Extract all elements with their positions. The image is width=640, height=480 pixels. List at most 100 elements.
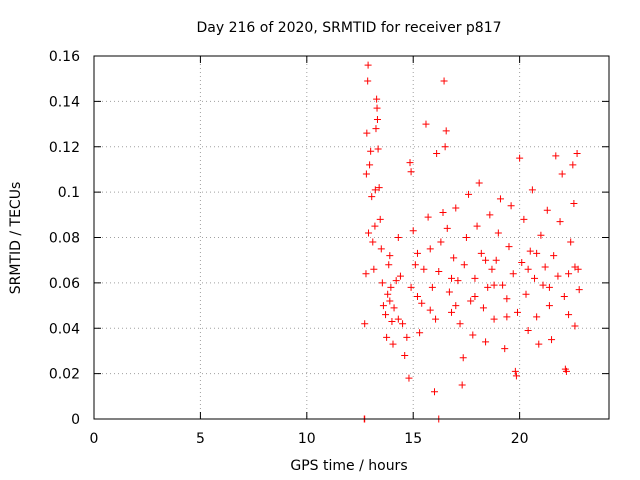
data-point xyxy=(430,388,438,396)
data-point xyxy=(448,308,456,316)
data-point xyxy=(369,238,377,246)
data-point xyxy=(499,281,507,289)
data-point xyxy=(496,195,504,203)
data-point xyxy=(467,297,475,305)
data-point xyxy=(567,238,575,246)
data-point xyxy=(537,231,545,239)
data-point xyxy=(570,199,578,207)
data-point xyxy=(371,222,379,230)
data-point xyxy=(373,104,381,112)
data-point xyxy=(373,95,381,103)
data-point xyxy=(439,209,447,217)
chart-title: Day 216 of 2020, SRMTID for receiver p81… xyxy=(196,20,501,36)
data-point xyxy=(507,202,515,210)
data-point xyxy=(367,147,375,155)
data-point xyxy=(366,161,374,169)
data-point xyxy=(385,261,393,269)
data-point xyxy=(407,283,415,291)
data-point xyxy=(365,229,373,237)
data-points xyxy=(360,61,583,423)
data-point xyxy=(394,315,402,323)
data-point xyxy=(545,302,553,310)
data-point xyxy=(569,161,577,169)
data-point xyxy=(460,261,468,269)
data-point xyxy=(405,374,413,382)
data-point xyxy=(543,206,551,214)
data-point xyxy=(363,129,371,137)
data-point xyxy=(406,159,414,167)
data-point xyxy=(488,265,496,273)
data-point xyxy=(479,304,487,312)
data-point xyxy=(375,184,383,192)
x-axis-label: GPS time / hours xyxy=(290,458,407,474)
data-point xyxy=(524,327,532,335)
data-point xyxy=(448,274,456,282)
data-point xyxy=(433,150,441,158)
data-point xyxy=(401,351,409,359)
data-point xyxy=(384,290,392,298)
data-point xyxy=(541,263,549,271)
data-point xyxy=(361,320,369,328)
data-point xyxy=(548,336,556,344)
data-point xyxy=(520,215,528,223)
data-point xyxy=(501,345,509,353)
data-point xyxy=(503,313,511,321)
data-point xyxy=(518,258,526,266)
data-point xyxy=(399,320,407,328)
data-point xyxy=(512,372,520,380)
data-point xyxy=(469,331,477,339)
y-tick-label: 0.02 xyxy=(49,367,80,383)
data-point xyxy=(396,272,404,280)
data-point xyxy=(456,320,464,328)
data-point xyxy=(492,256,500,264)
data-point xyxy=(422,120,430,128)
data-point xyxy=(364,77,372,85)
data-point xyxy=(511,367,519,375)
data-point xyxy=(565,270,573,278)
data-point xyxy=(364,61,372,69)
data-point xyxy=(373,116,381,124)
y-tick-label: 0.16 xyxy=(49,49,80,65)
data-point xyxy=(524,265,532,273)
y-tick-label: 0.08 xyxy=(49,231,80,247)
x-tick-label: 0 xyxy=(90,431,99,447)
data-point xyxy=(441,143,449,151)
x-tick-label: 15 xyxy=(404,431,422,447)
data-point xyxy=(388,317,396,325)
data-point xyxy=(437,238,445,246)
data-point xyxy=(558,170,566,178)
data-point xyxy=(473,222,481,230)
data-point xyxy=(475,179,483,187)
data-point xyxy=(490,281,498,289)
data-point xyxy=(383,333,391,341)
data-point xyxy=(426,245,434,253)
data-point xyxy=(458,381,466,389)
data-point xyxy=(390,304,398,312)
data-point xyxy=(386,252,394,260)
data-point xyxy=(382,311,390,319)
y-tick-label: 0.04 xyxy=(49,321,80,337)
data-point xyxy=(575,286,583,294)
data-point xyxy=(413,249,421,257)
x-tick-label: 5 xyxy=(196,431,205,447)
data-point xyxy=(571,322,579,330)
data-point xyxy=(362,170,370,178)
data-point xyxy=(416,329,424,337)
data-point xyxy=(484,283,492,291)
data-point xyxy=(445,288,453,296)
data-point xyxy=(442,127,450,135)
data-point xyxy=(509,270,517,278)
data-point xyxy=(554,272,562,280)
x-tick-label: 20 xyxy=(511,431,529,447)
data-point xyxy=(435,268,443,276)
data-point xyxy=(379,302,387,310)
data-point xyxy=(494,229,502,237)
data-point xyxy=(386,297,394,305)
data-point xyxy=(378,279,386,287)
y-tick-label: 0.12 xyxy=(49,140,80,156)
data-point xyxy=(377,245,385,253)
data-point xyxy=(482,338,490,346)
data-point xyxy=(562,367,570,375)
